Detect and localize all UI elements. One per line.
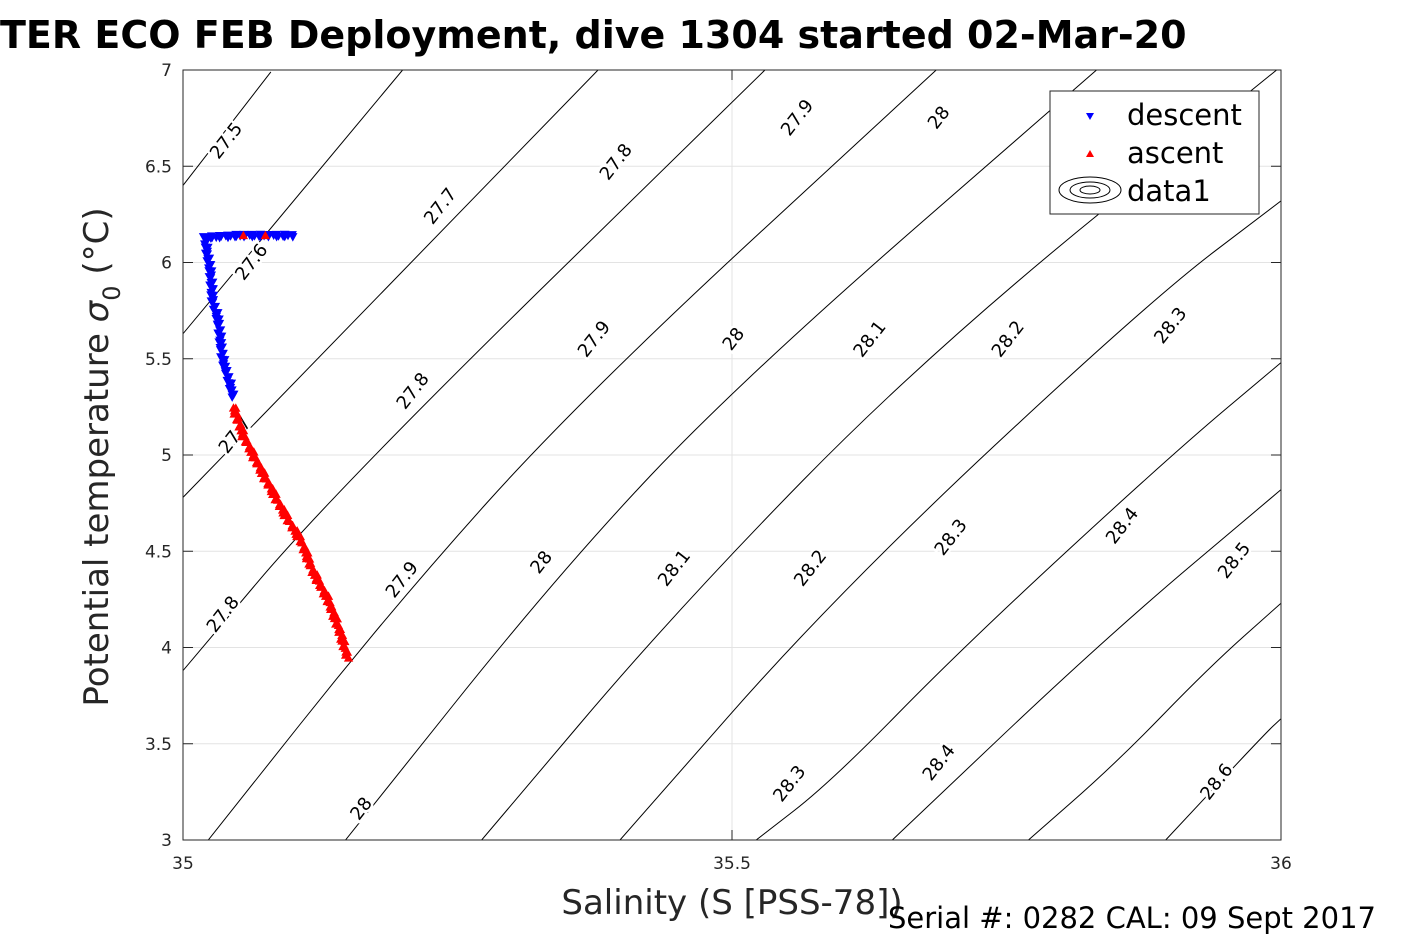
contour-line-27.6-0 [183, 70, 403, 335]
y-tick-label-7: 6.5 [145, 157, 172, 177]
y-axis-label-main: Potential temperature [77, 322, 117, 706]
descent-point-70 [207, 298, 218, 308]
descent-point-45 [203, 243, 213, 253]
y-tick-label-8: 7 [161, 61, 172, 81]
chart-title: TER ECO FEB Deployment, dive 1304 starte… [0, 13, 1187, 57]
legend-entry-ascent: ascent [1127, 136, 1223, 170]
descent-point-81 [213, 322, 223, 331]
y-axis-label-symbol: σ [77, 299, 117, 322]
y-axis-label-unit: (°C) [77, 207, 117, 285]
ascent-point-126 [343, 653, 354, 662]
ascent-point-29 [252, 458, 262, 468]
tick-labels: 35 35.5 36 3 3.5 4 4.5 5 5.5 6 6.5 7 [145, 61, 1292, 874]
ascent-point-40 [263, 480, 273, 489]
isopycnal-contours [183, 70, 1281, 840]
descent-point-78 [214, 315, 224, 324]
descent-point-100 [220, 362, 231, 372]
contour-line-27.8-0 [183, 70, 766, 671]
contour-line-28.4-0 [891, 489, 1281, 840]
y-tick-label-4: 5 [161, 446, 172, 466]
y-axis-label-subscript: 0 [98, 285, 126, 300]
descent-point-86 [216, 332, 227, 341]
legend-descent-marker [1086, 113, 1094, 120]
descent-point-114 [227, 393, 237, 402]
ascent-point-18 [241, 437, 251, 447]
legend-entry-data1: data1 [1127, 174, 1211, 208]
y-tick-label-1: 3.5 [145, 735, 172, 755]
axes [182, 69, 1282, 841]
x-axis-label: Salinity (S [PSS-78]) [561, 883, 902, 923]
data-series [198, 230, 354, 662]
y-tick-label-6: 6 [161, 254, 172, 274]
descent-point-97 [220, 356, 230, 365]
contour-line-28.6-0 [1165, 718, 1281, 840]
descent-point-40 [198, 233, 209, 242]
legend-contour-icon [1058, 176, 1122, 204]
series-descent [198, 230, 298, 402]
descent-point-89 [216, 339, 227, 348]
y-tick-label-2: 4 [161, 639, 172, 659]
legend-entry-descent: descent [1127, 98, 1242, 132]
legend-ascent-marker [1086, 150, 1094, 157]
contour-line-27.5-0 [183, 71, 272, 186]
descent-point-108 [226, 379, 237, 389]
descent-point-111 [227, 386, 237, 395]
contour-line-27.7-0 [183, 70, 599, 498]
y-tick-label-5: 5.5 [145, 350, 172, 370]
descent-point-67 [208, 291, 219, 301]
x-tick-label-2: 36 [1270, 854, 1292, 874]
y-tick-label-3: 4.5 [145, 542, 172, 562]
descent-point-48 [202, 250, 213, 259]
x-tick-label-0: 35 [172, 854, 194, 874]
series-ascent [228, 230, 354, 662]
contour-line-28.3-0 [755, 362, 1281, 840]
contour-line-28-0 [345, 70, 1097, 840]
ascent-extra-point-0 [238, 230, 249, 240]
contour-line-28.1-0 [481, 70, 1277, 840]
contour-line-28.2-0 [619, 200, 1281, 840]
contour-line-27.9-0 [207, 70, 937, 840]
ascent-extra-point-1 [260, 230, 271, 240]
x-tick-label-1: 35.5 [713, 854, 751, 874]
descent-point-56 [207, 267, 217, 276]
descent-point-59 [205, 274, 216, 283]
y-axis-label: Potential temperature σ0 (°C) [77, 207, 126, 706]
serial-cal-footer: Serial #: 0282 CAL: 09 Sept 2017 [888, 901, 1376, 935]
legend: descent ascent data1 [1049, 90, 1260, 215]
y-tick-label-0: 3 [161, 831, 172, 851]
contour-line-28.5-0 [1028, 602, 1281, 840]
